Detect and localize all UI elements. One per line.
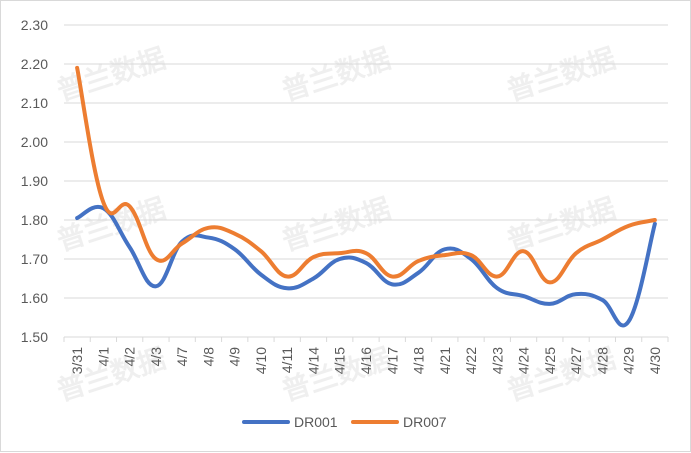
legend-label-dr007: DR007	[403, 414, 447, 430]
x-tick-label: 4/16	[358, 347, 374, 374]
x-tick-label: 4/24	[516, 347, 532, 374]
x-tick-label: 4/18	[411, 347, 427, 374]
x-tick-label: 4/17	[384, 347, 400, 374]
series-line-dr007	[75, 65, 657, 285]
x-tick-label: 4/8	[200, 347, 216, 367]
x-tick-label: 4/30	[647, 347, 663, 374]
watermark-text: 普兰数据	[53, 42, 170, 108]
legend-label-dr001: DR001	[294, 414, 338, 430]
watermark-text: 普兰数据	[278, 192, 395, 258]
x-tick-label: 4/14	[305, 347, 321, 374]
y-tick-label: 1.80	[21, 212, 48, 228]
x-tick-label: 4/29	[621, 347, 637, 374]
y-axis-ticks: 1.50 1.60 1.70 1.80 1.90 2.00 2.10 2.20 2.30	[21, 17, 48, 345]
x-tick-label: 4/9	[227, 347, 243, 367]
x-tick-label: 4/7	[174, 347, 190, 367]
y-tick-label: 1.70	[21, 251, 48, 267]
x-tick-label: 4/21	[437, 347, 453, 374]
x-tick-label: 4/11	[279, 347, 295, 373]
x-tick-label: 4/3	[148, 347, 164, 367]
y-tick-label: 2.00	[21, 134, 48, 150]
x-tick-label: 4/1	[95, 347, 111, 367]
series-lines	[75, 65, 657, 328]
x-tick-label: 4/22	[463, 347, 479, 374]
y-tick-label: 1.50	[21, 329, 48, 345]
watermark-text: 普兰数据	[278, 42, 395, 108]
x-tick-label: 4/15	[332, 347, 348, 374]
x-tick-label: 4/25	[542, 347, 558, 374]
x-tick-label: 4/27	[568, 347, 584, 374]
legend: DR001 DR007	[242, 414, 447, 430]
y-tick-label: 2.20	[21, 56, 48, 72]
x-tick-label: 4/10	[253, 347, 269, 374]
watermark-text: 普兰数据	[503, 192, 620, 258]
watermark-text: 普兰数据	[53, 192, 170, 258]
y-tick-label: 1.60	[21, 290, 48, 306]
watermark-text: 普兰数据	[503, 42, 620, 108]
x-axis: 3/31 4/1 4/2 4/3 4/7 4/8 4/9 4/10 4/11 4/14 4/15 4/…	[63, 337, 669, 374]
y-tick-label: 1.90	[21, 173, 48, 189]
x-tick-label: 4/23	[489, 347, 505, 374]
y-tick-label: 2.10	[21, 95, 48, 111]
x-tick-label: 4/2	[122, 347, 138, 367]
x-tick-label: 3/31	[69, 347, 85, 374]
x-tick-label: 4/28	[594, 347, 610, 374]
y-tick-label: 2.30	[21, 17, 48, 33]
